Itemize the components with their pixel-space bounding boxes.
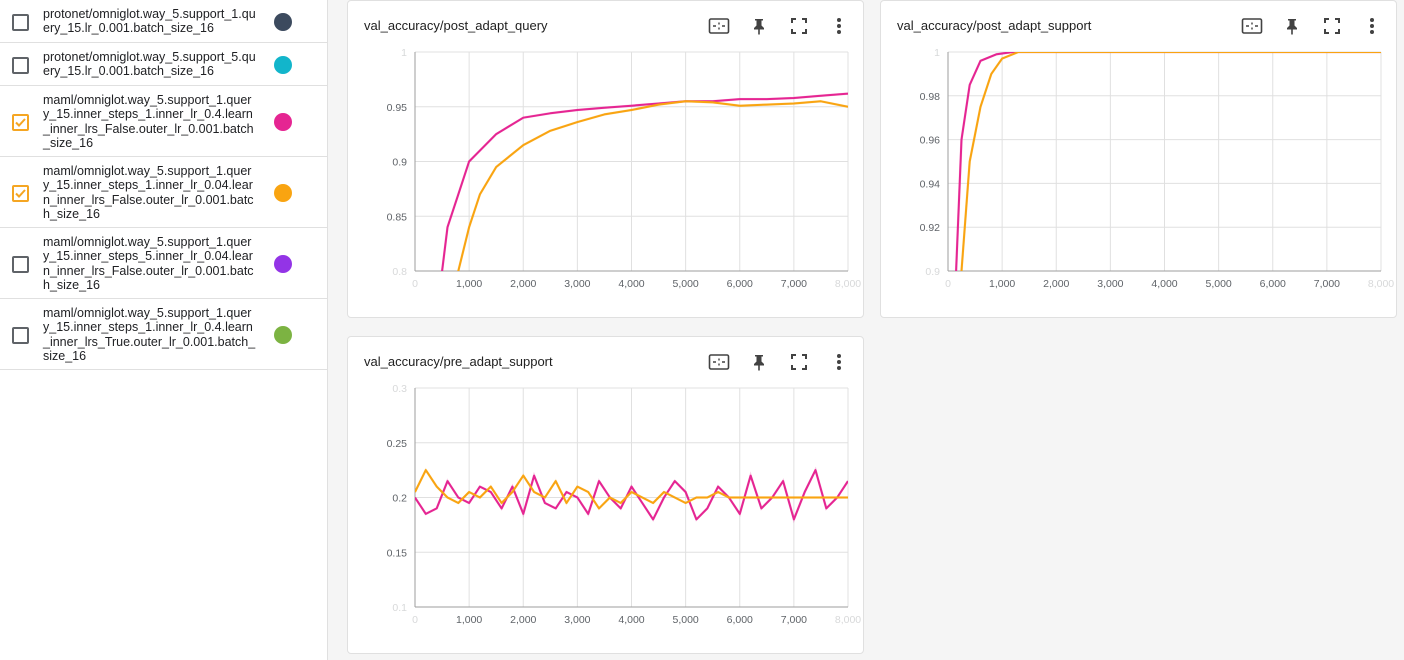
- runs-sidebar: protonet/omniglot.way_5.support_1.query_…: [0, 0, 328, 660]
- y-tick-label: 0.9: [392, 157, 407, 169]
- x-tick-label: 8,000: [1368, 278, 1394, 290]
- x-tick-label: 6,000: [727, 614, 753, 626]
- chart-card-post-adapt-query: val_accuracy/post_adapt_query 0 1,000 2,000…: [347, 0, 864, 318]
- fit-domain-icon[interactable]: [708, 15, 730, 37]
- run-color-swatch[interactable]: [274, 184, 292, 202]
- series-line: [955, 52, 1381, 271]
- y-tick-label: 0.3: [392, 383, 407, 395]
- run-name[interactable]: maml/omniglot.way_5.support_1.query_15.i…: [43, 235, 254, 293]
- chart-title: val_accuracy/post_adapt_support: [897, 18, 1092, 33]
- series-line: [415, 469, 848, 510]
- run-name[interactable]: maml/omniglot.way_5.support_1.query_15.i…: [43, 164, 254, 222]
- fullscreen-icon[interactable]: [788, 15, 810, 37]
- y-tick-label: 0.85: [387, 211, 408, 223]
- chart-plot: 0 1,000 2,000 3,000 4,000 5,000 6,000 7,000 8,00…: [387, 383, 862, 626]
- fullscreen-icon[interactable]: [788, 351, 810, 373]
- x-tick-label: 2,000: [510, 614, 536, 626]
- x-tick-label: 2,000: [510, 278, 536, 290]
- x-tick-label: 7,000: [781, 278, 807, 290]
- series-line: [457, 100, 848, 271]
- y-tick-label: 0.98: [920, 91, 941, 103]
- x-tick-label: 7,000: [781, 614, 807, 626]
- run-checkbox[interactable]: [12, 14, 29, 31]
- x-tick-label: 3,000: [564, 614, 590, 626]
- y-tick-label: 1: [401, 47, 407, 59]
- run-row[interactable]: maml/omniglot.way_5.support_1.query_15.i…: [0, 299, 327, 370]
- run-name[interactable]: maml/omniglot.way_5.support_1.query_15.i…: [43, 93, 254, 151]
- x-tick-label: 8,000: [835, 614, 861, 626]
- run-name[interactable]: protonet/omniglot.way_5.support_5.query_…: [43, 50, 256, 79]
- chart-plot: 0 1,000 2,000 3,000 4,000 5,000 6,000 7,000 8,00…: [920, 47, 1395, 290]
- x-tick-label: 4,000: [1151, 278, 1177, 290]
- run-row[interactable]: maml/omniglot.way_5.support_1.query_15.i…: [0, 86, 327, 157]
- x-tick-label: 6,000: [1260, 278, 1286, 290]
- chart-title: val_accuracy/pre_adapt_support: [364, 354, 553, 369]
- x-tick-label: 0: [412, 614, 418, 626]
- y-tick-label: 0.92: [920, 222, 941, 234]
- series-line: [441, 92, 848, 271]
- fit-domain-icon[interactable]: [708, 351, 730, 373]
- x-tick-label: 3,000: [1097, 278, 1123, 290]
- chart-title: val_accuracy/post_adapt_query: [364, 18, 548, 33]
- run-color-swatch[interactable]: [274, 326, 292, 344]
- chart-plot: 0 1,000 2,000 3,000 4,000 5,000 6,000 7,000 8,00…: [387, 47, 862, 290]
- more-vert-icon[interactable]: [828, 351, 850, 373]
- y-tick-label: 0.8: [392, 266, 407, 278]
- run-checkbox[interactable]: [12, 327, 29, 344]
- run-checkbox[interactable]: [12, 185, 29, 202]
- x-tick-label: 4,000: [618, 614, 644, 626]
- x-tick-label: 2,000: [1043, 278, 1069, 290]
- fullscreen-icon[interactable]: [1321, 15, 1343, 37]
- chart-card-post-adapt-support: val_accuracy/post_adapt_support 0 1,000 2,0…: [880, 0, 1397, 318]
- run-color-swatch[interactable]: [274, 255, 292, 273]
- x-tick-label: 1,000: [456, 614, 482, 626]
- x-tick-label: 5,000: [1205, 278, 1231, 290]
- x-tick-label: 6,000: [727, 278, 753, 290]
- pin-icon[interactable]: [748, 15, 770, 37]
- y-tick-label: 0.96: [920, 135, 941, 147]
- run-color-swatch[interactable]: [274, 56, 292, 74]
- x-tick-label: 3,000: [564, 278, 590, 290]
- x-tick-label: 5,000: [672, 614, 698, 626]
- x-tick-label: 1,000: [989, 278, 1015, 290]
- run-name[interactable]: maml/omniglot.way_5.support_1.query_15.i…: [43, 306, 256, 364]
- pin-icon[interactable]: [1281, 15, 1303, 37]
- run-checkbox[interactable]: [12, 114, 29, 131]
- run-row[interactable]: maml/omniglot.way_5.support_1.query_15.i…: [0, 157, 327, 228]
- y-tick-label: 0.25: [387, 438, 408, 450]
- x-tick-label: 0: [412, 278, 418, 290]
- run-checkbox[interactable]: [12, 256, 29, 273]
- checkmark-icon: [15, 189, 26, 198]
- x-tick-label: 7,000: [1314, 278, 1340, 290]
- run-checkbox[interactable]: [12, 57, 29, 74]
- fit-domain-icon[interactable]: [1241, 15, 1263, 37]
- y-tick-label: 0.9: [925, 266, 940, 278]
- run-row[interactable]: protonet/omniglot.way_5.support_5.query_…: [0, 43, 327, 86]
- pin-icon[interactable]: [748, 351, 770, 373]
- y-tick-label: 0.15: [387, 547, 408, 559]
- x-tick-label: 5,000: [672, 278, 698, 290]
- more-vert-icon[interactable]: [828, 15, 850, 37]
- checkmark-icon: [15, 118, 26, 127]
- x-tick-label: 1,000: [456, 278, 482, 290]
- run-row[interactable]: protonet/omniglot.way_5.support_1.query_…: [0, 0, 327, 43]
- y-tick-label: 0.2: [392, 493, 407, 505]
- run-color-swatch[interactable]: [274, 13, 292, 31]
- run-color-swatch[interactable]: [274, 113, 292, 131]
- run-row[interactable]: maml/omniglot.way_5.support_1.query_15.i…: [0, 228, 327, 299]
- x-tick-label: 4,000: [618, 278, 644, 290]
- more-vert-icon[interactable]: [1361, 15, 1383, 37]
- y-tick-label: 0.94: [920, 178, 941, 190]
- run-name[interactable]: protonet/omniglot.way_5.support_1.query_…: [43, 7, 256, 36]
- y-tick-label: 0.1: [392, 602, 407, 614]
- y-tick-label: 0.95: [387, 102, 408, 114]
- x-tick-label: 0: [945, 278, 951, 290]
- series-line: [960, 52, 1381, 271]
- x-tick-label: 8,000: [835, 278, 861, 290]
- y-tick-label: 1: [934, 47, 940, 59]
- chart-card-pre-adapt-support: val_accuracy/pre_adapt_support 0 1,000 2,00…: [347, 336, 864, 654]
